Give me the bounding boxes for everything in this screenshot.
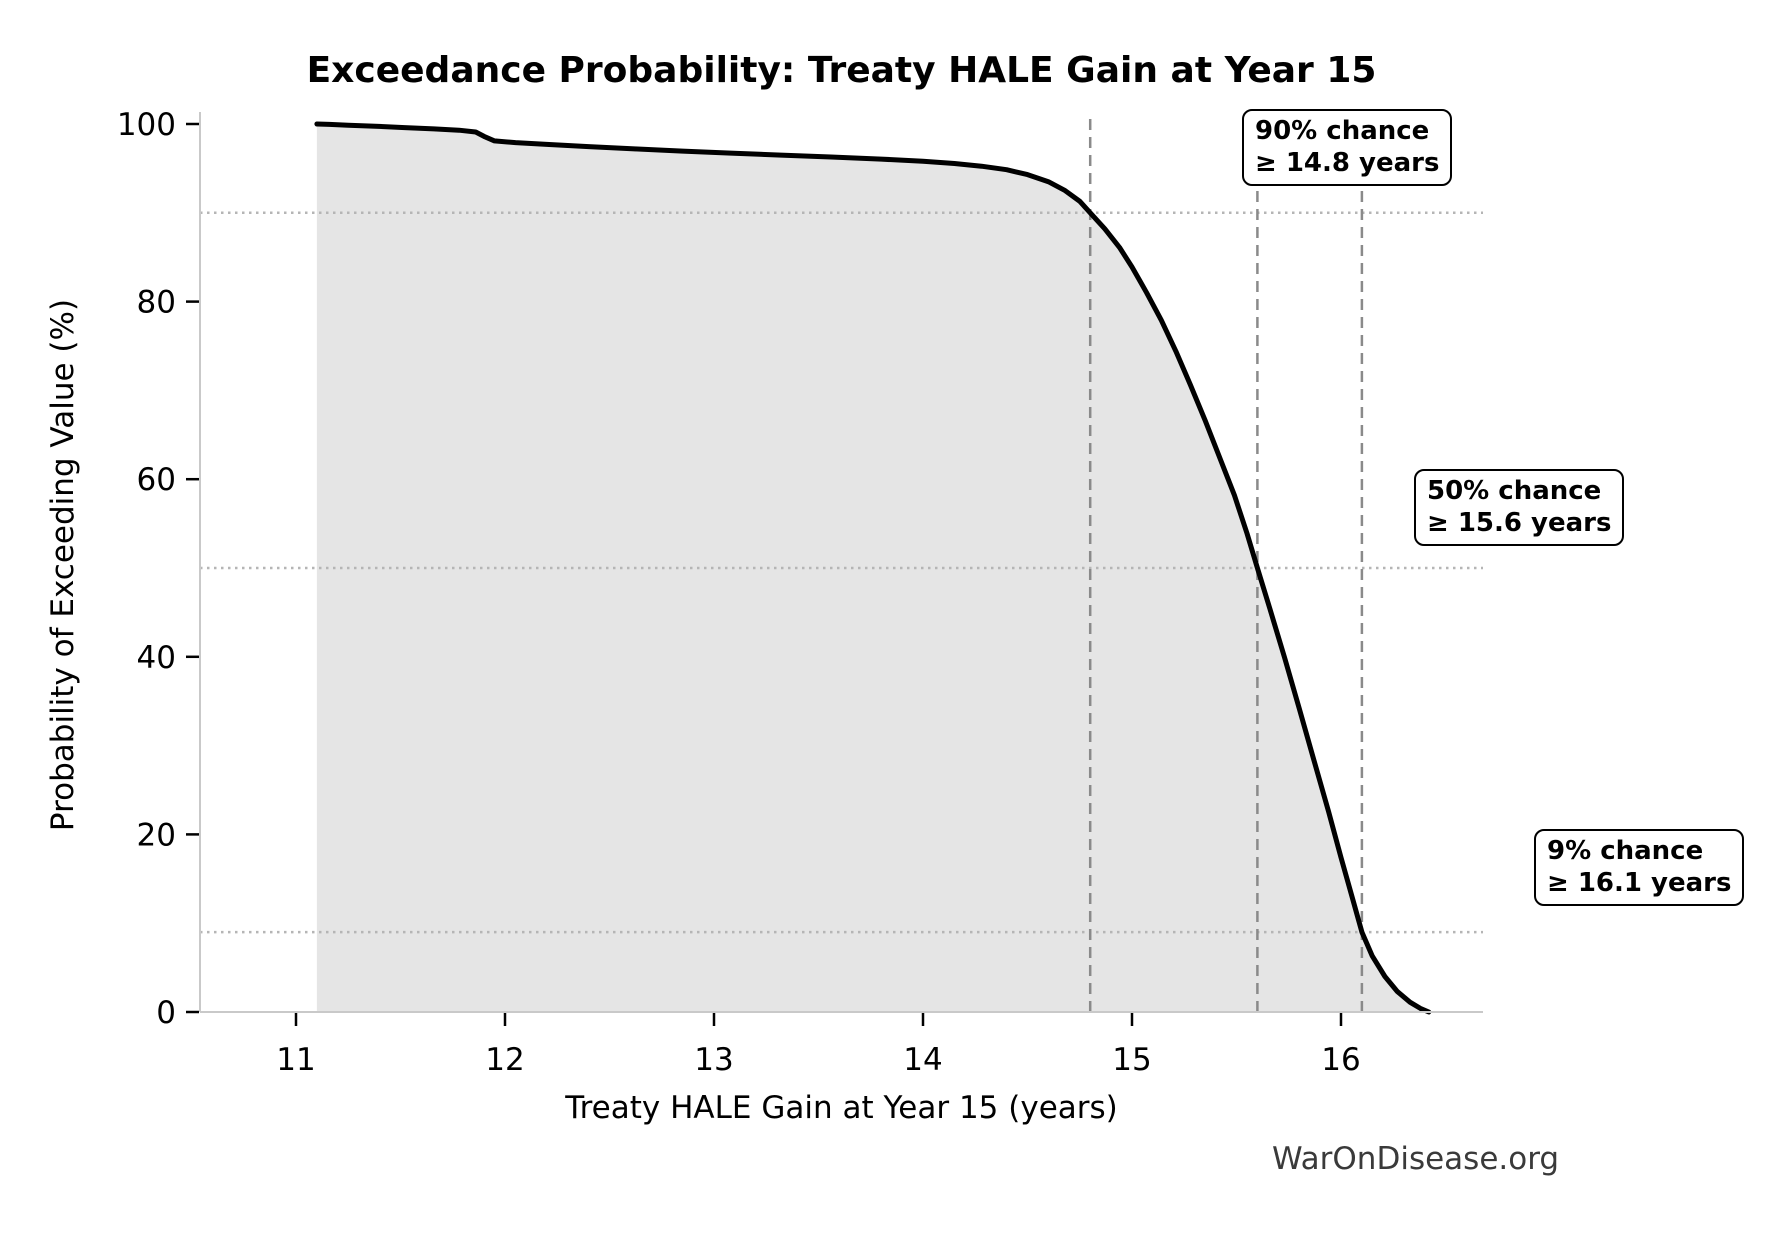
y-tick-label: 20	[137, 817, 176, 853]
y-tick-label: 40	[137, 640, 176, 676]
x-tick-label: 12	[485, 1042, 524, 1078]
y-tick-label: 60	[137, 462, 176, 498]
annotation-box-9pct: 9% chance ≥ 16.1 years	[1534, 829, 1745, 907]
annotation-line2: ≥ 15.6 years	[1427, 507, 1612, 538]
x-tick-label: 13	[694, 1042, 733, 1078]
annotation-line1: 50% chance	[1427, 476, 1602, 506]
annotation-line1: 9% chance	[1547, 836, 1704, 866]
chart-title: Exceedance Probability: Treaty HALE Gain…	[306, 50, 1377, 91]
y-axis-label: Probability of Exceeding Value (%)	[45, 298, 81, 832]
x-tick-label: 16	[1321, 1042, 1360, 1078]
exceedance-curve	[314, 121, 1432, 1015]
x-tick-label: 14	[903, 1042, 942, 1078]
y-tick-label: 0	[156, 995, 176, 1031]
annotation-line1: 90% chance	[1255, 116, 1430, 146]
x-axis-label: Treaty HALE Gain at Year 15 (years)	[565, 1090, 1118, 1126]
y-tick-label: 80	[137, 285, 176, 321]
watermark-text: WarOnDisease.org	[1272, 1141, 1560, 1177]
annotation-box-90pct: 90% chance ≥ 14.8 years	[1242, 109, 1453, 187]
annotation-box-50pct: 50% chance ≥ 15.6 years	[1414, 469, 1625, 547]
annotation-line2: ≥ 16.1 years	[1547, 867, 1732, 898]
y-tick-label: 100	[117, 107, 176, 143]
x-tick-label: 11	[276, 1042, 315, 1078]
annotation-line2: ≥ 14.8 years	[1255, 147, 1440, 178]
x-tick-label: 15	[1112, 1042, 1151, 1078]
